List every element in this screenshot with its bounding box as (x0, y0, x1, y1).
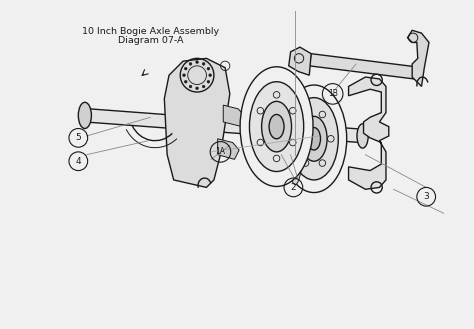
Ellipse shape (308, 128, 320, 150)
Circle shape (189, 63, 192, 65)
Ellipse shape (357, 124, 368, 148)
Circle shape (182, 74, 185, 77)
Ellipse shape (262, 101, 292, 152)
Ellipse shape (301, 116, 327, 161)
Circle shape (207, 67, 210, 70)
Text: 1B: 1B (328, 89, 337, 98)
Ellipse shape (240, 67, 313, 187)
Ellipse shape (78, 102, 91, 129)
Text: 5: 5 (75, 133, 81, 142)
Circle shape (196, 87, 199, 90)
Text: Diagram 07-A: Diagram 07-A (118, 36, 183, 45)
Circle shape (189, 85, 192, 88)
Circle shape (207, 80, 210, 83)
Circle shape (196, 61, 199, 63)
Polygon shape (310, 54, 423, 80)
Ellipse shape (281, 85, 346, 192)
Ellipse shape (249, 82, 304, 171)
Polygon shape (85, 109, 365, 142)
Text: 4: 4 (75, 157, 81, 166)
Text: 3: 3 (423, 192, 429, 201)
Polygon shape (164, 58, 230, 188)
Polygon shape (289, 47, 311, 75)
Ellipse shape (290, 98, 338, 180)
Polygon shape (218, 139, 239, 159)
Circle shape (202, 85, 205, 88)
Text: 2: 2 (291, 183, 296, 192)
Polygon shape (408, 30, 429, 87)
Text: 1A: 1A (216, 147, 226, 156)
Ellipse shape (269, 114, 284, 139)
Text: 10 Inch Bogie Axle Assembly: 10 Inch Bogie Axle Assembly (82, 27, 219, 36)
Circle shape (184, 80, 187, 83)
Polygon shape (223, 105, 246, 127)
Ellipse shape (287, 82, 304, 185)
Circle shape (184, 67, 187, 70)
Polygon shape (348, 77, 389, 189)
Circle shape (209, 74, 211, 77)
Circle shape (202, 63, 205, 65)
